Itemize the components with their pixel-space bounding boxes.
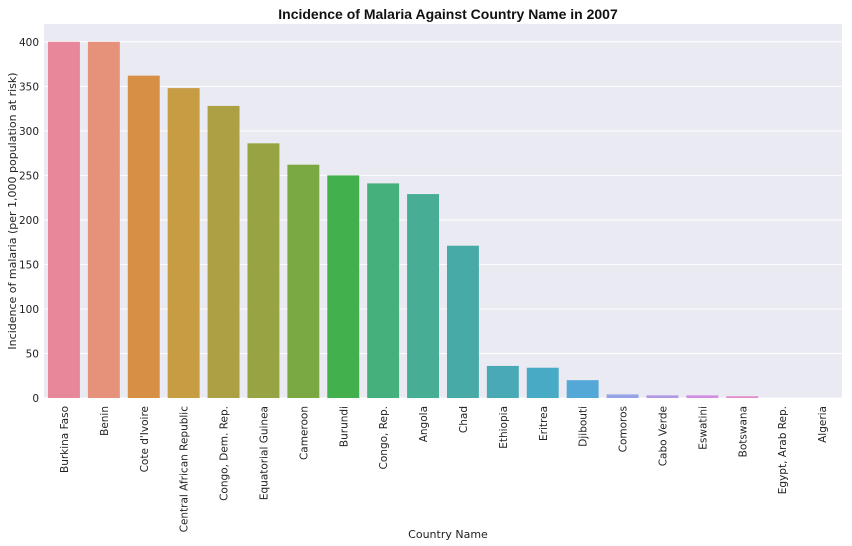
bars xyxy=(47,41,759,399)
bar xyxy=(287,164,320,398)
y-tick-labels: 0 50 100 150 200 250 300 350 400 xyxy=(19,37,39,405)
y-tick-label: 200 xyxy=(19,215,39,227)
bar xyxy=(367,183,400,398)
bar xyxy=(726,396,759,398)
bar xyxy=(327,175,360,398)
bar xyxy=(446,245,479,398)
bar xyxy=(526,367,559,398)
bar xyxy=(87,41,120,399)
bar xyxy=(566,380,599,398)
y-tick-label: 400 xyxy=(19,37,39,49)
x-tick-label: Central African Republic xyxy=(179,406,191,533)
x-tick-label: Botswana xyxy=(737,406,749,457)
bar xyxy=(247,143,280,398)
x-tick-label: Cote d'Ivoire xyxy=(139,406,151,472)
x-axis-label: Country Name xyxy=(408,528,488,541)
y-tick-label: 0 xyxy=(32,393,39,405)
y-tick-label: 350 xyxy=(19,81,39,93)
x-tick-label: Benin xyxy=(99,406,111,436)
y-tick-label: 50 xyxy=(26,348,39,360)
x-tick-label: Cameroon xyxy=(298,406,310,460)
x-tick-label: Eswatini xyxy=(697,406,709,450)
x-tick-label: Burkina Faso xyxy=(59,406,71,473)
x-tick-label: Ethiopia xyxy=(498,406,510,449)
y-axis-label: Incidence of malaria (per 1,000 populati… xyxy=(6,72,19,349)
bar xyxy=(606,394,639,398)
bar xyxy=(167,88,200,398)
x-tick-label: Equatorial Guinea xyxy=(258,406,270,500)
x-tick-label: Egypt, Arab Rep. xyxy=(777,406,789,494)
y-tick-label: 300 xyxy=(19,126,39,138)
x-tick-label: Cabo Verde xyxy=(657,406,669,466)
bar xyxy=(686,395,719,398)
bar xyxy=(127,75,160,399)
y-tick-label: 100 xyxy=(19,304,39,316)
bar xyxy=(47,41,80,399)
x-tick-label: Chad xyxy=(458,406,470,433)
y-tick-label: 150 xyxy=(19,259,39,271)
x-tick-label: Congo, Dem. Rep. xyxy=(219,406,231,501)
plot-background xyxy=(44,24,842,398)
x-tick-label: Burundi xyxy=(338,406,350,447)
bar xyxy=(646,395,679,398)
chart-title: Incidence of Malaria Against Country Nam… xyxy=(278,6,618,22)
y-tick-label: 250 xyxy=(19,170,39,182)
x-tick-label: Djibouti xyxy=(578,406,590,447)
x-tick-label: Angola xyxy=(418,406,430,442)
bar xyxy=(486,365,519,398)
x-tick-label: Congo, Rep. xyxy=(378,406,390,469)
x-tick-label: Eritrea xyxy=(538,406,550,441)
x-tick-label: Algeria xyxy=(817,406,829,443)
bar xyxy=(407,194,440,398)
x-tick-label: Comoros xyxy=(618,406,630,452)
x-tick-labels: Burkina Faso Benin Cote d'Ivoire Central Af… xyxy=(59,406,829,533)
bar xyxy=(207,105,240,398)
